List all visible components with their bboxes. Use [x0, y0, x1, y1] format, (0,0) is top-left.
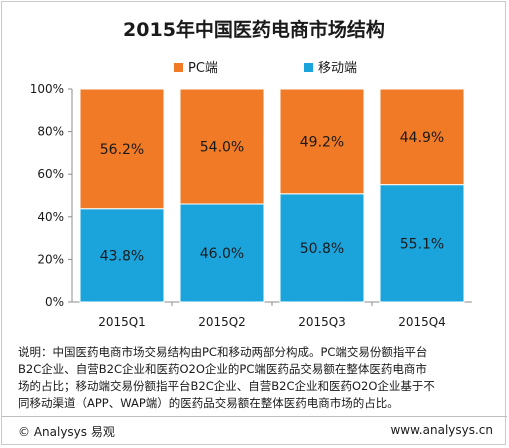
y-tick-label: 40%: [37, 210, 64, 224]
chart-title: 2015年中国医药电商市场结构: [123, 18, 385, 41]
chart: 2015年中国医药电商市场结构 PC端 移动端 0% 20% 40% 60% 80% 100…: [30, 18, 472, 329]
bar-pc: [379, 88, 465, 186]
footer: © Analysys 易观 www.analysys.cn: [2, 416, 507, 445]
bar-mobile: [379, 184, 465, 303]
x-axis: 2015Q1 2015Q2 2015Q3 2015Q4: [98, 302, 446, 329]
data-label: 43.8%: [100, 248, 144, 264]
legend-item-pc: PC端: [174, 61, 218, 76]
bar-mobile: [279, 193, 365, 303]
y-tick-label: 60%: [37, 167, 64, 181]
note-line: B2C企业、自营B2C企业和医药O2O企业的PC端医药品交易额在整体医药电商市: [18, 362, 427, 376]
y-tick-label: 20%: [37, 252, 64, 266]
bars: 43.8% 56.2% 46.0% 54.0% 50.8% 49.2% 55.1% 44.9%: [79, 88, 465, 303]
legend-swatch: [304, 63, 313, 72]
legend-swatch: [174, 63, 183, 72]
note-line: 说明：中国医药电商市场交易结构由PC和移动两部分构成。PC端交易份额指平台: [18, 345, 428, 359]
y-tick-label: 80%: [37, 125, 64, 139]
data-label: 44.9%: [400, 130, 444, 146]
footer-url[interactable]: www.analysys.cn: [390, 423, 493, 437]
legend-label: 移动端: [318, 61, 357, 76]
data-label: 56.2%: [100, 142, 144, 158]
bar-pc: [179, 88, 265, 205]
data-label: 54.0%: [200, 140, 244, 156]
legend-item-mobile: 移动端: [304, 61, 357, 76]
x-tick-label: 2015Q2: [198, 315, 246, 329]
data-label: 50.8%: [300, 241, 344, 257]
y-tick-label: 0%: [45, 295, 64, 309]
x-tick-label: 2015Q4: [398, 315, 446, 329]
x-tick-label: 2015Q3: [298, 315, 346, 329]
chart-note: 说明：中国医药电商市场交易结构由PC和移动两部分构成。PC端交易份额指平台 B2…: [18, 344, 496, 412]
x-tick-label: 2015Q1: [98, 315, 146, 329]
footer-copyright: © Analysys 易观: [18, 425, 115, 439]
note-line: 场的占比；移动端交易份额指平台B2C企业、自营B2C企业和医药O2O企业基于不: [18, 379, 435, 393]
legend: PC端 移动端: [174, 61, 357, 76]
data-label: 49.2%: [300, 134, 344, 150]
bar-pc: [79, 88, 165, 210]
note-line: 同移动渠道（APP、WAP端）的医药品交易额在整体医药电商市场的占比。: [18, 396, 399, 410]
data-label: 46.0%: [200, 246, 244, 262]
bar-pc: [279, 88, 365, 195]
legend-label: PC端: [188, 61, 218, 76]
y-tick-label: 100%: [30, 82, 64, 96]
data-label: 55.1%: [400, 236, 444, 252]
